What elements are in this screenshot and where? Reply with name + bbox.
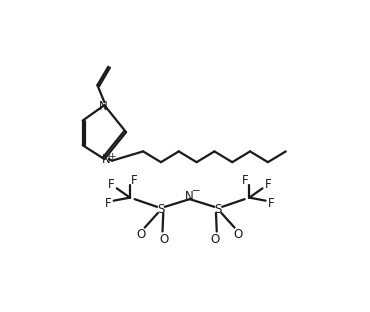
Text: F: F xyxy=(105,197,112,210)
Text: O: O xyxy=(211,233,220,246)
Text: N: N xyxy=(185,190,194,202)
Text: S: S xyxy=(215,203,222,217)
Text: F: F xyxy=(268,197,274,210)
Text: N: N xyxy=(101,154,110,166)
Text: O: O xyxy=(136,228,145,241)
Text: F: F xyxy=(131,174,137,187)
Text: S: S xyxy=(157,203,165,217)
Text: F: F xyxy=(108,178,115,191)
Text: +: + xyxy=(108,152,116,161)
Text: N: N xyxy=(99,100,108,113)
Text: O: O xyxy=(234,228,243,241)
Text: −: − xyxy=(191,187,200,197)
Text: O: O xyxy=(159,233,169,246)
Text: F: F xyxy=(242,174,249,187)
Text: F: F xyxy=(265,178,271,191)
